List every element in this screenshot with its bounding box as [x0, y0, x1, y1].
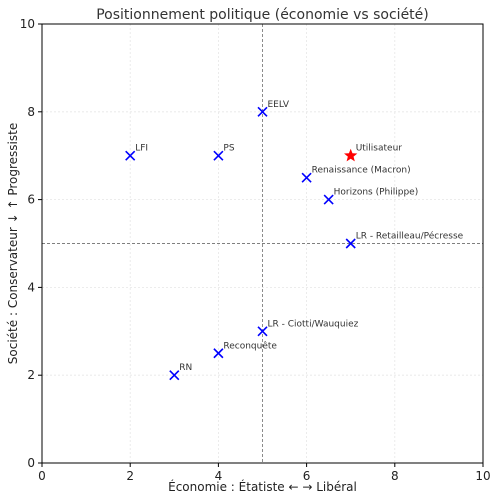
point-marker-x: [125, 150, 136, 161]
point-marker-x: [213, 150, 224, 161]
data-point: Reconquête: [213, 340, 277, 359]
y-axis-label: Société : Conservateur ↓ ↑ Progressiste: [6, 123, 20, 364]
point-marker-star: [344, 148, 358, 162]
data-point: LFI: [125, 144, 148, 161]
point-marker-x: [169, 370, 180, 381]
y-tick-label: 4: [27, 280, 35, 294]
x-tick-label: 4: [215, 469, 223, 483]
point-label: PS: [223, 144, 234, 154]
x-tick-label: 6: [303, 469, 311, 483]
data-point: LR - Retailleau/Pécresse: [345, 231, 464, 249]
point-marker-x: [345, 238, 356, 249]
point-marker-x: [257, 326, 268, 337]
point-marker-x: [257, 106, 268, 117]
x-tick-label: 0: [38, 469, 46, 483]
point-marker-x: [323, 194, 334, 205]
data-points: EELV LFI PS Renaissance (Macron) Horizons (P…: [125, 100, 464, 381]
plot-frame: [41, 23, 484, 464]
x-tick-label: 10: [475, 469, 490, 483]
data-point: Horizons (Philippe): [323, 188, 419, 205]
data-point: PS: [213, 144, 235, 161]
x-tick-label: 2: [126, 469, 134, 483]
point-label: Renaissance (Macron): [312, 166, 411, 176]
data-point: EELV: [257, 100, 290, 117]
chart-title: Positionnement politique (économie vs so…: [96, 7, 429, 23]
x-axis-label: Économie : Étatiste ← → Libéral: [168, 479, 357, 494]
y-tick-label: 2: [27, 368, 35, 382]
y-tick-label: 6: [27, 193, 35, 207]
point-label: Utilisateur: [356, 144, 403, 154]
data-point: Utilisateur: [344, 144, 402, 162]
point-marker-x: [301, 172, 312, 183]
reference-lines: [42, 24, 483, 463]
point-label: RN: [179, 363, 192, 373]
y-tick-label: 0: [27, 456, 35, 470]
data-point: LR - Ciotti/Wauquiez: [257, 319, 359, 337]
y-tick-label: 10: [20, 17, 35, 31]
data-point: RN: [169, 363, 192, 381]
data-point: Renaissance (Macron): [301, 166, 411, 183]
point-label: Horizons (Philippe): [334, 188, 419, 198]
axis-ticks: 0 2 4 6 8 10 0 2 4 6 8 10: [20, 17, 491, 483]
point-label: Reconquête: [223, 340, 277, 351]
point-label: LFI: [135, 144, 148, 154]
point-label: LR - Ciotti/Wauquiez: [268, 319, 359, 329]
x-tick-label: 8: [391, 469, 399, 483]
point-marker-x: [213, 348, 224, 359]
point-label: EELV: [268, 100, 290, 110]
y-tick-label: 8: [27, 105, 35, 119]
point-label: LR - Retailleau/Pécresse: [356, 231, 464, 242]
